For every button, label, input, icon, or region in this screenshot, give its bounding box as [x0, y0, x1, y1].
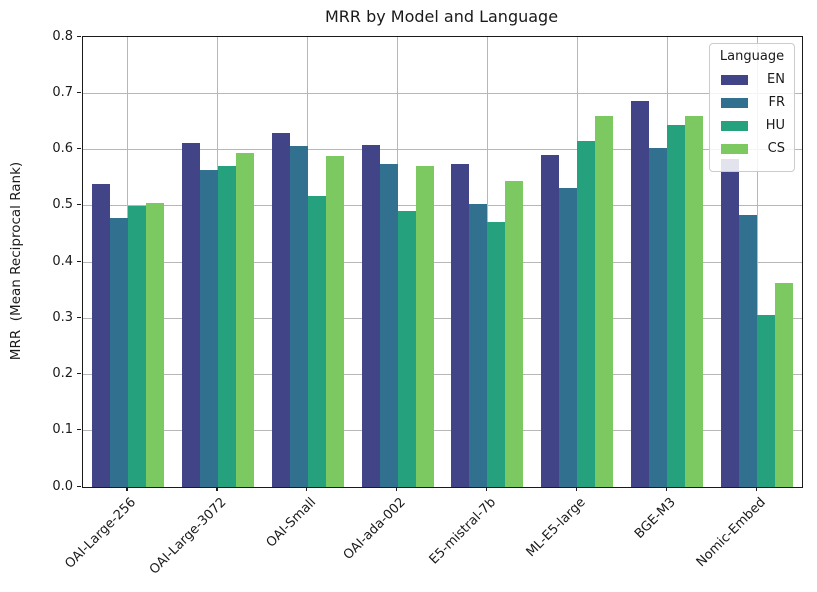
bar-FR-OAI-Large-3072	[199, 170, 218, 487]
bar-EN-Nomic-Embed	[721, 158, 740, 487]
y-axis-label: MRR (Mean Reciprocal Rank)	[8, 161, 24, 361]
bar-FR-OAI-Large-256	[109, 218, 128, 487]
y-tick-mark	[77, 373, 81, 375]
y-tick-mark	[77, 316, 81, 318]
y-tick-label-0.1: 0.1	[52, 422, 73, 438]
y-tick-label-0.0: 0.0	[52, 478, 73, 494]
x-tick-label-text: OAI-ada-002	[341, 495, 410, 563]
y-tick-mark	[77, 204, 81, 206]
h-gridline-0.2	[83, 374, 802, 375]
h-gridline-0.1	[83, 430, 802, 432]
y-tick-mark	[77, 91, 81, 93]
bar-EN-OAI-Large-256	[91, 184, 110, 487]
bar-HU-OAI-Small	[307, 196, 326, 487]
x-tick-mark	[665, 487, 667, 491]
bar-HU-E5-mistral-7b	[487, 221, 506, 487]
bar-CS-OAI-Large-256	[145, 202, 164, 487]
bar-CS-Nomic-Embed	[775, 282, 793, 487]
bar-FR-Nomic-Embed	[739, 215, 758, 487]
bar-CS-E5-mistral-7b	[505, 181, 524, 487]
bar-EN-BGE-M3	[631, 100, 650, 487]
y-tick-label-0.8: 0.8	[52, 28, 73, 44]
legend-entries: EN FR HU CS	[719, 72, 785, 156]
chart-title: MRR by Model and Language	[324, 7, 559, 26]
legend: Language EN FR HU CS	[709, 43, 795, 172]
bar-HU-BGE-M3	[667, 125, 686, 487]
legend-swatch-FR	[721, 97, 748, 108]
bar-HU-ML-E5-large	[577, 140, 596, 487]
bar-EN-OAI-Large-3072	[181, 142, 200, 487]
x-tick-label-text: Nomic-Embed	[693, 495, 769, 571]
bar-HU-OAI-Large-256	[127, 205, 146, 487]
v-gridline	[756, 37, 758, 487]
h-gridline-0.6	[83, 149, 802, 150]
legend-title: Language	[719, 49, 785, 64]
plot-area: Language EN FR HU CS	[82, 36, 803, 488]
legend-label-EN: EN	[767, 72, 785, 87]
x-tick-mark	[396, 487, 398, 491]
h-gridline-0.4	[83, 261, 802, 263]
x-tick-mark	[306, 487, 308, 491]
legend-entry-FR: FR	[719, 95, 785, 110]
legend-label-HU: HU	[765, 118, 785, 133]
bar-EN-ML-E5-large	[541, 154, 560, 487]
y-tick-label-0.2: 0.2	[52, 366, 73, 381]
legend-label-CS: CS	[767, 141, 785, 156]
x-tick-mark	[126, 487, 128, 491]
x-tick-label-text: OAI-Large-256	[62, 495, 140, 572]
bar-FR-BGE-M3	[649, 148, 668, 487]
y-tick-label-0.5: 0.5	[52, 197, 73, 213]
bar-EN-E5-mistral-7b	[451, 163, 470, 487]
legend-swatch-EN	[721, 74, 748, 85]
bar-FR-ML-E5-large	[559, 187, 578, 487]
bar-HU-OAI-ada-002	[397, 210, 416, 487]
x-tick-label-text: OAI-Small	[263, 495, 320, 551]
h-gridline-0.7	[83, 92, 802, 94]
y-tick-label-0.7: 0.7	[52, 84, 73, 100]
h-gridline-0.3	[83, 317, 802, 319]
bar-CS-ML-E5-large	[595, 115, 614, 487]
x-tick-label-text: ML-E5-large	[523, 495, 589, 561]
x-tick-mark	[575, 487, 577, 491]
x-tick-label-text: BGE-M3	[632, 495, 679, 542]
bar-CS-OAI-ada-002	[415, 166, 434, 487]
x-tick-label-text: OAI-Large-3072	[146, 495, 230, 578]
x-tick-mark	[485, 487, 488, 491]
bar-EN-OAI-ada-002	[361, 145, 380, 487]
y-tick-mark	[77, 260, 81, 262]
bar-HU-OAI-Large-3072	[217, 165, 236, 487]
bar-CS-OAI-Large-3072	[235, 153, 254, 487]
y-tick-label-0.6: 0.6	[52, 141, 73, 156]
y-tick-label-0.4: 0.4	[52, 253, 73, 269]
x-tick-mark	[755, 487, 757, 491]
bar-HU-Nomic-Embed	[757, 315, 776, 487]
legend-entry-CS: CS	[719, 141, 785, 156]
legend-label-FR: FR	[768, 95, 785, 110]
legend-entry-EN: EN	[719, 72, 785, 87]
x-tick-mark	[216, 487, 218, 491]
legend-swatch-HU	[721, 120, 748, 131]
y-tick-mark	[77, 35, 81, 37]
y-tick-mark	[77, 429, 81, 431]
bar-FR-OAI-Small	[289, 146, 308, 487]
bar-FR-OAI-ada-002	[379, 164, 398, 487]
y-tick-mark	[77, 485, 81, 487]
bar-EN-OAI-Small	[271, 132, 290, 487]
legend-entry-HU: HU	[719, 118, 785, 133]
legend-swatch-CS	[721, 143, 748, 154]
bar-CS-BGE-M3	[685, 116, 704, 487]
x-tick-label-text: E5-mistral-7b	[426, 495, 500, 568]
y-tick-mark	[77, 148, 81, 150]
bar-CS-OAI-Small	[325, 155, 344, 487]
y-tick-label-0.3: 0.3	[52, 309, 73, 325]
h-gridline-0.5	[83, 205, 802, 207]
bar-FR-E5-mistral-7b	[469, 204, 488, 487]
